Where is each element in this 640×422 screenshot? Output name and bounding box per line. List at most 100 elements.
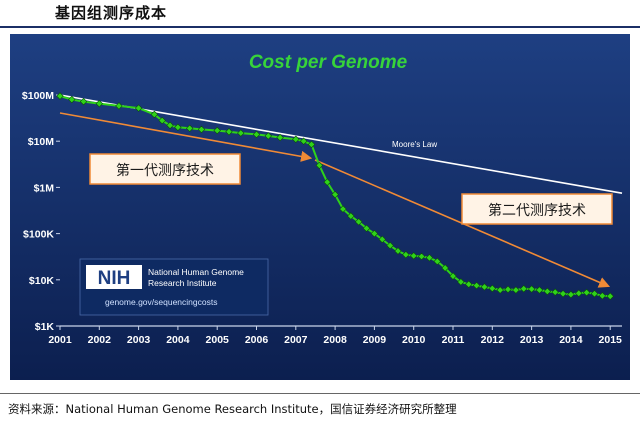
cost-data-point [504,285,512,294]
moores-law-label: Moore's Law [392,140,437,149]
second-gen-label: 第二代测序技术 [488,202,586,218]
x-tick-label: 2004 [166,334,190,346]
cost-data-point [362,224,371,233]
x-axis-ticks: 2001 2002 2003 2004 2005 2006 2007 2008 2009 2010… [48,326,622,346]
x-tick-label: 2014 [559,334,583,346]
y-tick-label: $1K [35,321,55,333]
cost-data-point [386,241,394,250]
cost-data-point [197,125,206,134]
cost-data-point [56,92,64,100]
cost-data-point [535,286,544,294]
title-divider [0,26,640,28]
y-tick-label: $10M [28,136,55,148]
first-gen-trend-arrow [59,112,313,162]
cost-data-point [402,250,410,259]
cost-data-point [166,121,174,130]
cost-data-point [417,252,426,261]
x-tick-label: 2015 [599,334,623,346]
cost-data-point [551,288,559,296]
cost-data-point [496,286,504,294]
x-tick-label: 2013 [520,334,544,346]
cost-data-point [425,254,434,262]
x-tick-label: 2012 [481,334,505,346]
y-tick-label: $1M [34,182,55,194]
footer-divider [0,393,640,394]
nih-badge: NIH National Human Genome Research Insti… [79,258,269,316]
cost-data-point [567,290,575,299]
nih-logo-box [86,265,142,289]
x-tick-label: 2003 [127,334,151,346]
cost-data-point [480,283,489,291]
cost-data-point [276,133,284,142]
cost-data-point [213,126,221,135]
x-tick-label: 2007 [284,334,308,346]
cost-data-point [394,247,402,255]
cost-data-point [323,178,331,186]
second-gen-label-background [461,193,613,225]
cost-data-point [488,284,497,293]
x-tick-label: 2005 [206,334,230,346]
cost-per-genome-chart: Cost per Genome $100M $10M $1M $100K $10K $1K… [10,34,630,380]
nih-badge-line2: Research Institute [148,278,217,288]
cost-data-point [409,252,418,260]
x-tick-label: 2010 [402,334,426,346]
y-tick-label: $10K [29,275,55,287]
x-tick-label: 2006 [245,334,269,346]
cost-series-markers [56,92,614,300]
cost-data-point [370,229,379,238]
cost-data-point [315,161,324,170]
chart-title: Cost per Genome [249,52,408,73]
cost-data-point [472,281,481,290]
cost-data-point [292,135,300,144]
cost-data-point [150,110,159,119]
y-tick-label: $100K [23,229,54,241]
cost-data-point [457,278,465,286]
cost-data-point [575,289,583,298]
cost-data-point [95,99,104,108]
first-gen-label-background [89,153,241,185]
cost-data-point [225,128,233,136]
cost-data-point [252,130,261,139]
report-title: 基因组测序成本 [55,4,168,22]
cost-data-point [512,286,520,294]
cost-data-point [449,272,457,280]
first-gen-label-box: 第一代测序技术 [89,153,241,185]
cost-data-point [590,289,599,298]
cost-data-point [299,137,308,145]
cost-data-point [68,95,76,104]
cost-data-point [79,97,88,106]
cost-data-point [606,292,614,300]
cost-data-point [339,205,347,213]
second-gen-label-box: 第二代测序技术 [461,193,613,225]
cost-data-point [174,123,182,132]
cost-data-point [134,104,143,112]
cost-data-point [582,288,591,297]
cost-data-point [559,289,567,298]
cost-data-point [264,132,273,140]
cost-data-point [237,129,245,137]
cost-data-point [158,116,166,125]
cost-data-point [378,235,386,244]
cost-data-point [465,280,473,289]
cost-data-point [115,102,123,110]
nih-logo: NIH [98,268,131,289]
cost-data-point [527,285,536,293]
source-note: 资料来源：National Human Genome Research Inst… [8,402,457,416]
x-tick-label: 2009 [363,334,387,346]
cost-data-point [354,218,363,226]
nih-badge-url: genome.gov/sequencingcosts [105,297,217,307]
nih-badge-line1: National Human Genome [148,267,244,277]
cost-data-point [185,124,194,133]
cost-data-point [520,285,528,293]
cost-data-point [347,212,355,220]
cost-data-point [307,140,316,149]
first-gen-label: 第一代测序技术 [116,162,214,178]
cost-data-point [433,257,442,266]
x-tick-label: 2008 [323,334,347,346]
cost-data-point [598,292,607,300]
x-tick-label: 2011 [442,334,465,346]
y-axis-ticks: $100M $10M $1M $100K $10K $1K [22,90,60,333]
cost-data-point [441,264,449,272]
cost-data-point [543,287,552,296]
x-tick-label: 2001 [48,334,72,346]
